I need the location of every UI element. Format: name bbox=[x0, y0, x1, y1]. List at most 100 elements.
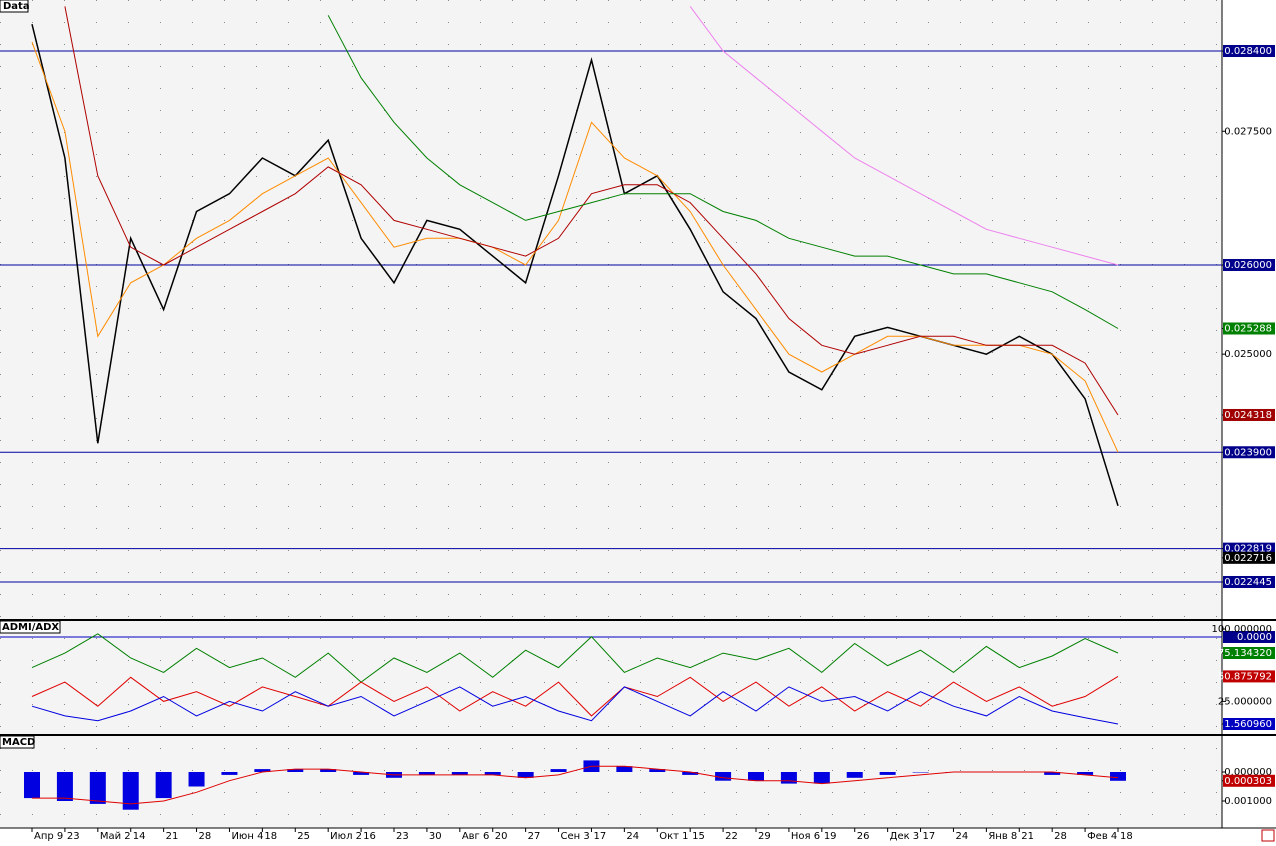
macd-bar bbox=[550, 769, 567, 772]
axis-label: 0.0000 bbox=[1237, 632, 1272, 643]
axis-label: 0.022445 bbox=[1224, 577, 1272, 588]
date-label: Дек 3 bbox=[890, 831, 920, 842]
date-label: 30 bbox=[429, 831, 442, 842]
macd-bar bbox=[649, 769, 666, 772]
axis-label: 0.022716 bbox=[1224, 553, 1272, 564]
macd-bar bbox=[89, 772, 106, 804]
date-label: Сен 3 bbox=[561, 831, 590, 842]
date-label: 23 bbox=[67, 831, 80, 842]
date-label: 24 bbox=[626, 831, 639, 842]
macd-bar bbox=[1044, 772, 1061, 775]
scroll-button[interactable] bbox=[1261, 829, 1275, 842]
macd-bar bbox=[221, 772, 238, 775]
macd-bar bbox=[188, 772, 205, 787]
macd-bar bbox=[451, 772, 468, 775]
axis-box bbox=[1223, 717, 1275, 730]
moving-average bbox=[64, 6, 1119, 416]
date-label: 19 bbox=[824, 831, 837, 842]
grid-dots bbox=[0, 0, 1222, 828]
date-label: 23 bbox=[396, 831, 409, 842]
macd-bar bbox=[616, 766, 633, 772]
macd-bar bbox=[353, 772, 370, 775]
date-label: 18 bbox=[1120, 831, 1133, 842]
macd-bar bbox=[1077, 772, 1094, 775]
axis-label: 1.560960 bbox=[1224, 719, 1272, 730]
macd-signal bbox=[32, 765, 1119, 805]
axis-box bbox=[1223, 446, 1275, 459]
macd-bar bbox=[912, 772, 929, 773]
macd-bar bbox=[287, 769, 304, 772]
date-label: 14 bbox=[133, 831, 146, 842]
macd-bar bbox=[254, 769, 271, 772]
adx-line bbox=[31, 686, 1119, 725]
macd-bar bbox=[1110, 772, 1126, 781]
axis-label: 0.000303 bbox=[1224, 776, 1272, 787]
axis-box bbox=[1223, 259, 1275, 272]
date-label: 28 bbox=[199, 831, 212, 842]
macd-bar bbox=[780, 772, 797, 784]
pane-tag bbox=[0, 735, 35, 749]
date-label: Авг 6 bbox=[462, 831, 490, 842]
axis-label: 0.026000 bbox=[1224, 260, 1272, 271]
axis-label: 0.022819 bbox=[1224, 544, 1272, 555]
macd-bar bbox=[320, 769, 337, 772]
axis-label: 0.001000 bbox=[1224, 796, 1272, 807]
axis-box bbox=[1223, 542, 1275, 555]
axis-label: 0.023900 bbox=[1224, 447, 1272, 458]
axis-box bbox=[1223, 45, 1275, 57]
axis-label: 75.134320 bbox=[1218, 648, 1272, 659]
pane-tag bbox=[0, 620, 61, 634]
macd-bar bbox=[879, 772, 896, 775]
macd-bar bbox=[122, 772, 139, 810]
moving-average bbox=[689, 6, 1119, 266]
date-label: 17 bbox=[923, 831, 936, 842]
macd-bar bbox=[748, 772, 764, 781]
date-label: Янв 8 bbox=[988, 831, 1017, 842]
date-label: 26 bbox=[857, 831, 870, 842]
pane-title: ADMI/ADX bbox=[2, 622, 59, 633]
axis-box bbox=[1223, 670, 1275, 683]
date-label: Окт 1 bbox=[659, 831, 688, 842]
axis-box bbox=[1223, 646, 1275, 659]
macd-bar bbox=[715, 772, 732, 781]
date-label: 20 bbox=[495, 831, 508, 842]
macd-bar bbox=[56, 772, 73, 801]
date-label: 24 bbox=[955, 831, 968, 842]
date-label: 17 bbox=[593, 831, 606, 842]
date-label: 16 bbox=[363, 831, 376, 842]
axis-box bbox=[1223, 551, 1275, 564]
axis-box bbox=[1223, 322, 1275, 335]
axis-box bbox=[1223, 631, 1275, 643]
axis-box bbox=[1223, 575, 1275, 588]
macd-bar bbox=[517, 772, 534, 778]
axis-label: 0.025288 bbox=[1224, 323, 1272, 334]
date-label: 21 bbox=[166, 831, 179, 842]
axis-label: 0.028400 bbox=[1224, 46, 1272, 57]
axis-box bbox=[1223, 774, 1275, 787]
axis-label: 100.000000 bbox=[1212, 624, 1272, 635]
axis-label: 0.025000 bbox=[1224, 349, 1272, 360]
pane-tag bbox=[0, 0, 29, 13]
date-label: 15 bbox=[692, 831, 705, 842]
moving-average bbox=[327, 15, 1119, 329]
macd-bar bbox=[484, 772, 501, 775]
date-label: 22 bbox=[725, 831, 738, 842]
axis-box bbox=[1223, 408, 1275, 421]
date-label: Июн 4 bbox=[231, 831, 263, 842]
axis-label: 50.875792 bbox=[1218, 671, 1272, 682]
axis-label: 0.000000 bbox=[1224, 767, 1272, 778]
date-label: 25 bbox=[297, 831, 310, 842]
adx-line bbox=[31, 633, 1119, 683]
date-label: Ноя 6 bbox=[791, 831, 820, 842]
pane-title: MACD bbox=[2, 737, 35, 748]
axis-label: 0.027500 bbox=[1224, 126, 1272, 137]
adx-line bbox=[31, 675, 1119, 717]
macd-bar bbox=[682, 772, 699, 775]
date-label: 21 bbox=[1021, 831, 1034, 842]
macd-bar bbox=[813, 772, 830, 784]
macd-bar bbox=[24, 772, 40, 799]
date-label: Июл 2 bbox=[330, 831, 362, 842]
date-label: 29 bbox=[758, 831, 771, 842]
date-label: 27 bbox=[528, 831, 541, 842]
